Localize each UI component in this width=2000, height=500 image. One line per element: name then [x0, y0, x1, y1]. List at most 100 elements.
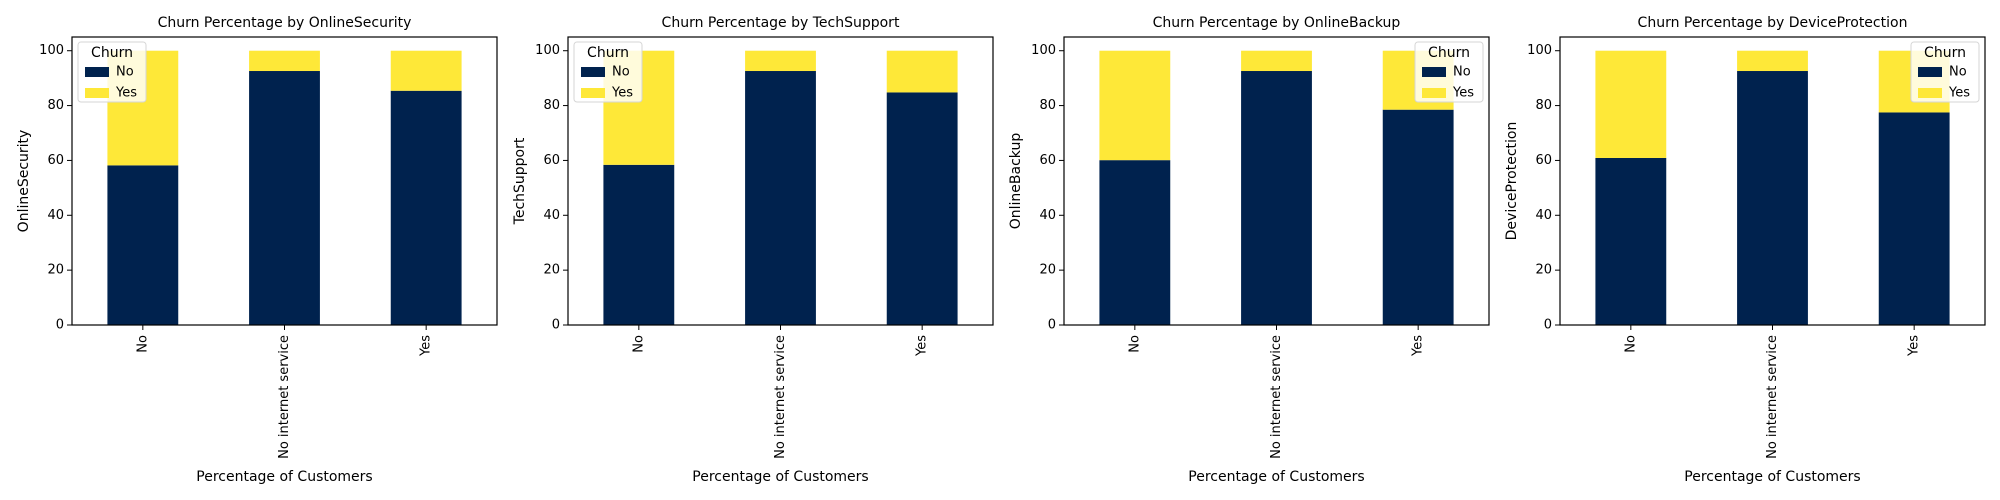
legend-swatch-yes	[1422, 88, 1446, 98]
y-tick-label: 40	[543, 208, 560, 223]
legend-swatch-no	[1422, 67, 1446, 77]
chart-title: Churn Percentage by OnlineSecurity	[158, 15, 412, 31]
x-tick-label: Yes	[419, 335, 434, 357]
y-tick-label: 0	[56, 318, 64, 333]
y-tick-label: 20	[1039, 263, 1056, 278]
legend-swatch-no	[1918, 67, 1942, 77]
chart-panel-1: Churn Percentage by OnlineSecurity No No i…	[16, 15, 498, 485]
legend-box	[1910, 41, 1980, 103]
legend-label-no: No	[612, 65, 630, 80]
x-axis-label: Percentage of Customers	[196, 469, 372, 485]
legend-title: Churn	[1428, 45, 1470, 61]
bar-yes-no-internet-service	[1241, 50, 1312, 72]
chart-title: Churn Percentage by TechSupport	[662, 15, 900, 31]
bar-no-no	[603, 164, 675, 325]
x-tick-label: Yes	[915, 335, 930, 357]
y-tick-label: 40	[1039, 208, 1056, 223]
x-tick-label: No internet service	[1765, 335, 1780, 459]
legend-label-yes: Yes	[1452, 86, 1474, 101]
legend-label-yes: Yes	[115, 86, 137, 101]
y-tick-label: 80	[543, 98, 560, 113]
y-axis-label: OnlineSecurity	[16, 130, 32, 233]
legend-title: Churn	[1924, 45, 1966, 61]
y-tick-label: 100	[1031, 43, 1056, 58]
bar-no-no	[1595, 157, 1667, 325]
x-tick-label: No internet service	[1269, 335, 1284, 459]
chart-title: Churn Percentage by DeviceProtection	[1638, 15, 1908, 31]
legend-label-no: No	[1453, 65, 1471, 80]
legend-label-yes: Yes	[1948, 86, 1970, 101]
plot-frame	[1559, 36, 1986, 326]
y-tick-label: 100	[1527, 43, 1552, 58]
legend-swatch-yes	[1918, 88, 1942, 98]
chart-panel-3: Churn Percentage by OnlineBackup No No int…	[1008, 15, 1490, 485]
bar-no-yes	[886, 92, 958, 325]
y-axis-label: TechSupport	[512, 137, 528, 225]
chart-panel-2: Churn Percentage by TechSupport No No inte…	[512, 15, 994, 485]
x-tick-label: No	[1623, 335, 1638, 353]
y-tick-label: 80	[47, 98, 64, 113]
y-tick-label: 20	[47, 263, 64, 278]
y-axis-label: DeviceProtection	[1504, 122, 1520, 241]
bar-yes-no	[1099, 50, 1171, 161]
y-tick-label: 0	[552, 318, 560, 333]
x-axis-label: Percentage of Customers	[692, 469, 868, 485]
y-tick-label: 20	[1535, 263, 1552, 278]
y-tick-label: 80	[1039, 98, 1056, 113]
y-tick-label: 60	[47, 153, 64, 168]
x-tick-label: Yes	[1907, 335, 1922, 357]
legend-swatch-no	[85, 67, 109, 77]
legend-swatch-yes	[581, 88, 605, 98]
x-axis-label: Percentage of Customers	[1188, 469, 1364, 485]
x-tick-label: No internet service	[277, 335, 292, 459]
chart-title: Churn Percentage by OnlineBackup	[1153, 15, 1401, 31]
bar-no-no	[1099, 160, 1171, 325]
bar-no-no-internet-service	[249, 71, 320, 325]
bar-yes-yes	[886, 50, 958, 93]
bar-no-yes	[390, 90, 462, 325]
bar-no-no-internet-service	[1241, 71, 1312, 325]
y-tick-label: 40	[1535, 208, 1552, 223]
x-tick-label: No	[1127, 335, 1142, 353]
bar-yes-yes	[390, 50, 462, 91]
y-axis-label: OnlineBackup	[1008, 133, 1024, 230]
bar-no-yes	[1382, 109, 1454, 325]
legend-box	[573, 41, 643, 103]
y-tick-label: 80	[1535, 98, 1552, 113]
legend-label-yes: Yes	[611, 86, 633, 101]
legend-box	[77, 41, 147, 103]
y-tick-label: 60	[1535, 153, 1552, 168]
bar-yes-no-internet-service	[745, 50, 816, 72]
legend-label-no: No	[1949, 65, 1967, 80]
x-tick-label: No	[631, 335, 646, 353]
y-tick-label: 60	[1039, 153, 1056, 168]
bar-no-no-internet-service	[745, 71, 816, 325]
y-tick-label: 40	[47, 208, 64, 223]
y-tick-label: 0	[1544, 318, 1552, 333]
plot-frame	[1063, 36, 1490, 326]
legend: Churn No Yes	[573, 41, 643, 103]
bar-yes-no-internet-service	[249, 50, 320, 72]
legend-label-no: No	[116, 65, 134, 80]
legend-swatch-yes	[85, 88, 109, 98]
bar-no-no-internet-service	[1737, 71, 1808, 325]
x-tick-label: No	[135, 335, 150, 353]
legend-title: Churn	[587, 45, 629, 61]
y-tick-label: 20	[543, 263, 560, 278]
plot-frame	[71, 36, 498, 326]
chart-panel-4: Churn Percentage by DeviceProtection No No…	[1504, 15, 1986, 485]
y-tick-label: 60	[543, 153, 560, 168]
legend-swatch-no	[581, 67, 605, 77]
legend: Churn No Yes	[1414, 41, 1484, 103]
legend: Churn No Yes	[77, 41, 147, 103]
bar-yes-no	[1595, 50, 1667, 158]
y-tick-label: 100	[39, 43, 64, 58]
x-tick-label: No internet service	[773, 335, 788, 459]
y-tick-label: 0	[1048, 318, 1056, 333]
legend-box	[1414, 41, 1484, 103]
legend: Churn No Yes	[1910, 41, 1980, 103]
bar-yes-no-internet-service	[1737, 50, 1808, 72]
bar-no-no	[107, 165, 179, 325]
x-tick-label: Yes	[1411, 335, 1426, 357]
